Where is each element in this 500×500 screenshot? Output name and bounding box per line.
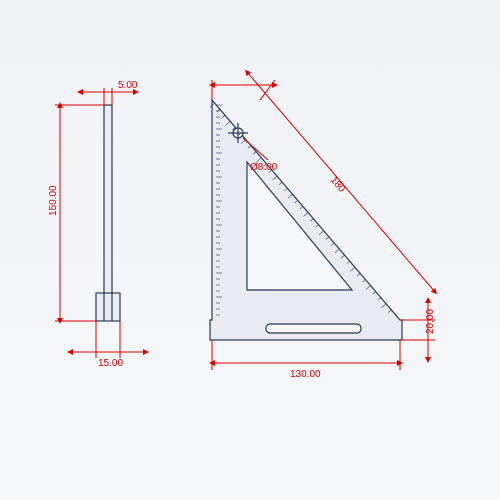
dim-bar-width-label: 5.00 bbox=[118, 80, 138, 91]
side-bar bbox=[104, 105, 112, 295]
base-slot bbox=[266, 324, 361, 333]
dim-base-height: 20.00 bbox=[402, 300, 436, 360]
dim-total-height: 150.00 bbox=[48, 105, 104, 321]
triangle-view: Ø8.00 180 130.00 20.00 bbox=[210, 72, 436, 380]
dim-baseheight-label: 20.00 bbox=[425, 309, 436, 334]
side-base bbox=[96, 293, 120, 321]
dim-base-width: 15.00 bbox=[70, 321, 146, 369]
technical-drawing: 5.00 150.00 15.00 bbox=[0, 0, 500, 500]
drawing-stage: 5.00 150.00 15.00 bbox=[0, 0, 500, 500]
dim-base-width: 130.00 bbox=[212, 340, 400, 380]
dim-top-width bbox=[212, 80, 275, 100]
dim-basewidth-label: 130.00 bbox=[290, 369, 321, 380]
dim-hole-label: Ø8.00 bbox=[250, 162, 278, 173]
dim-bar-width: 5.00 bbox=[80, 80, 138, 105]
dim-total-height-label: 150.00 bbox=[48, 185, 59, 216]
dim-base-width-label: 15.00 bbox=[98, 358, 123, 369]
dim-hyp-label: 180 bbox=[328, 175, 347, 195]
side-view: 5.00 150.00 15.00 bbox=[48, 80, 146, 369]
